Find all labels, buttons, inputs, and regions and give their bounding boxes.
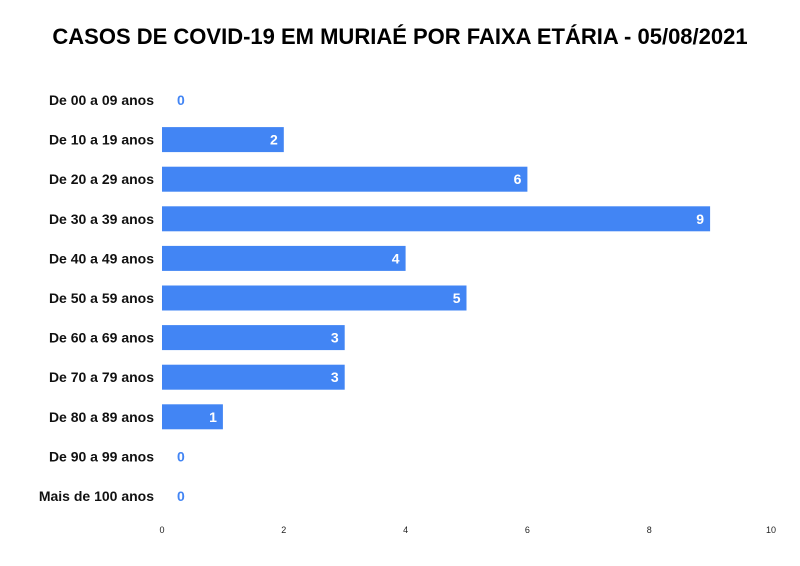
data-label: 0 xyxy=(177,92,185,108)
data-label: 2 xyxy=(270,132,278,148)
category-label: De 90 a 99 anos xyxy=(49,448,154,464)
category-label: De 20 a 29 anos xyxy=(49,171,154,187)
x-tick-label: 0 xyxy=(159,525,164,535)
bar xyxy=(162,404,223,430)
category-label: De 80 a 89 anos xyxy=(49,409,154,425)
data-label: 6 xyxy=(514,171,522,187)
category-label: De 10 a 19 anos xyxy=(49,132,154,148)
x-tick-label: 6 xyxy=(525,525,530,535)
data-label: 9 xyxy=(696,211,704,227)
bar xyxy=(162,166,528,192)
data-label: 1 xyxy=(209,409,217,425)
data-label: 5 xyxy=(453,290,461,306)
x-tick-label: 4 xyxy=(403,525,408,535)
category-label: Mais de 100 anos xyxy=(39,488,154,504)
data-label: 4 xyxy=(392,250,400,266)
x-tick-label: 10 xyxy=(766,525,776,535)
data-label: 3 xyxy=(331,330,339,346)
data-label: 0 xyxy=(177,448,185,464)
x-tick-label: 8 xyxy=(647,525,652,535)
category-label: De 40 a 49 anos xyxy=(49,250,154,266)
category-label: De 00 a 09 anos xyxy=(49,92,154,108)
data-label: 0 xyxy=(177,488,185,504)
x-tick-label: 2 xyxy=(281,525,286,535)
category-label: De 30 a 39 anos xyxy=(49,211,154,227)
category-label: De 50 a 59 anos xyxy=(49,290,154,306)
bar xyxy=(162,206,711,232)
bar xyxy=(162,245,406,271)
category-label: De 60 a 69 anos xyxy=(49,330,154,346)
data-label: 3 xyxy=(331,369,339,385)
bar xyxy=(162,364,345,390)
bar xyxy=(162,127,284,153)
bar xyxy=(162,285,467,311)
bar xyxy=(162,325,345,351)
category-label: De 70 a 79 anos xyxy=(49,369,154,385)
chart-title: CASOS DE COVID-19 EM MURIAÉ POR FAIXA ET… xyxy=(52,24,748,49)
